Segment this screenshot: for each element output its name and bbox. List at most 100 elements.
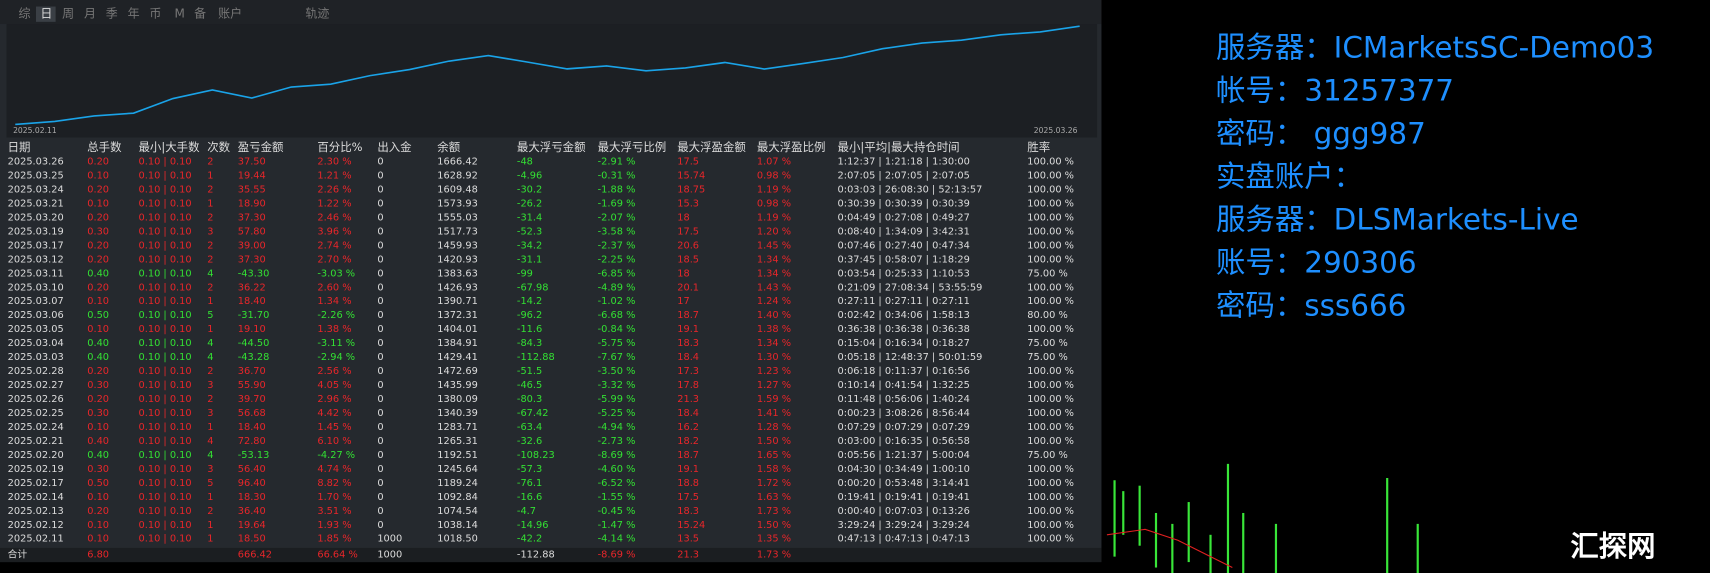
cell: 1573.93 [437,198,477,209]
cell: 0.20 [87,212,109,223]
total-cell: 1000 [377,549,402,560]
cell: 18.7 [677,310,699,321]
cell: 1265.31 [437,436,477,447]
cell: -6.85 % [598,268,636,279]
cell: 2.56 % [317,366,351,377]
cell: 100.00 % [1027,324,1074,335]
cell: 1.27 % [757,380,791,391]
cell: 2025.02.26 [8,394,64,405]
cell: 0.10 | 0.10 [139,198,192,209]
cell: -3.11 % [317,338,355,349]
cell: -1.69 % [598,198,636,209]
tab[interactable]: 周 [62,7,74,21]
cell: 0.10 | 0.10 [139,170,192,181]
cell: 19.1 [677,324,699,335]
cell: 3.96 % [317,226,351,237]
cell: 0.10 | 0.10 [139,478,192,489]
cell: 0.10 | 0.10 [139,492,192,503]
cell: 0.10 | 0.10 [139,436,192,447]
column-header: 最小|平均|最大持仓时间 [838,140,960,154]
column-header: 百分比% [317,140,362,154]
cell: 0.40 [87,436,109,447]
cell: 18.8 [677,478,699,489]
cell: 0.98 % [757,170,791,181]
cell: -44.50 [238,338,270,349]
cell: 1.65 % [757,450,791,461]
cell: 0.10 | 0.10 [139,338,192,349]
cell: 75.00 % [1027,352,1067,363]
cell: 16.2 [677,422,699,433]
cell: 1.72 % [757,478,791,489]
cell: 15.74 [677,170,705,181]
cell: 37.30 [238,212,266,223]
cell: 1420.93 [437,254,477,265]
cell: 1283.71 [437,422,477,433]
cell: 100.00 % [1027,198,1074,209]
cell: 18 [677,268,689,279]
cell: 0.20 [87,506,109,517]
cell: 19.1 [677,464,699,475]
cell: -67.42 [517,408,549,419]
tab[interactable]: 轨迹 [305,7,329,21]
cell: 17.8 [677,380,699,391]
column-header: 总手数 [87,140,122,154]
cell: 100.00 % [1027,380,1074,391]
cell: 1.43 % [757,282,791,293]
cell: 1.19 % [757,212,791,223]
cell: 6.10 % [317,436,351,447]
cell: 1 [207,170,213,181]
cell: -1.02 % [598,296,636,307]
cell: 0.50 [87,310,109,321]
tab[interactable]: 年 [128,7,140,21]
cell: 0:00:20 | 0:53:48 | 3:14:41 [838,478,970,489]
cell: 19.10 [238,324,266,335]
tab[interactable]: 币 [149,7,161,21]
tab[interactable]: 账户 [218,6,242,21]
cell: 2025.02.11 [8,534,64,545]
cell: 1.58 % [757,464,791,475]
cell: 2.60 % [317,282,351,293]
cell: 2.26 % [317,184,351,195]
cell: 0.10 | 0.10 [139,408,192,419]
tab[interactable]: 月 [84,7,96,21]
cell: 2025.02.20 [8,450,64,461]
cell: 0:37:45 | 0:58:07 | 1:18:29 [838,254,970,265]
cell: 1.07 % [757,157,791,168]
cell: 2025.03.26 [8,157,64,168]
cell: 100.00 % [1027,226,1074,237]
cell: 4 [207,352,213,363]
cell: 0:27:11 | 0:27:11 | 0:27:11 [838,296,970,307]
cell: 1 [207,324,213,335]
cell: 1.70 % [317,492,351,503]
cell: -0.31 % [598,170,636,181]
tab-active [35,6,56,22]
cell: -76.1 [517,478,542,489]
tab[interactable]: 日 [40,7,52,21]
tab[interactable]: M [174,7,184,21]
cell: 0 [377,492,383,503]
cell: 0:03:00 | 0:16:35 | 0:56:58 [838,436,970,447]
cell: -53.13 [238,450,270,461]
cell: 100.00 % [1027,282,1074,293]
tab[interactable]: 综 [19,7,31,21]
cell: -16.6 [517,492,542,503]
cell: 17.5 [677,157,699,168]
cell: 2025.03.11 [8,268,64,279]
cell: -2.73 % [598,436,636,447]
info-line: 服务器：DLSMarkets-Live [1216,203,1579,237]
cell: 1.35 % [757,534,791,545]
cell: 100.00 % [1027,492,1074,503]
cell: 1189.24 [437,478,477,489]
cell: 0 [377,310,383,321]
cell: 1435.99 [437,380,477,391]
cell: 1429.41 [437,352,477,363]
cell: 75.00 % [1027,450,1067,461]
cell: 0.10 | 0.10 [139,394,192,405]
cell: 35.55 [238,184,266,195]
cell: 0:06:18 | 0:11:37 | 0:16:56 [838,366,970,377]
cell: 2 [207,282,213,293]
tab[interactable]: 季 [106,7,118,21]
tab[interactable]: 备 [194,7,206,21]
cell: -7.67 % [598,352,636,363]
cell: 55.90 [238,380,266,391]
